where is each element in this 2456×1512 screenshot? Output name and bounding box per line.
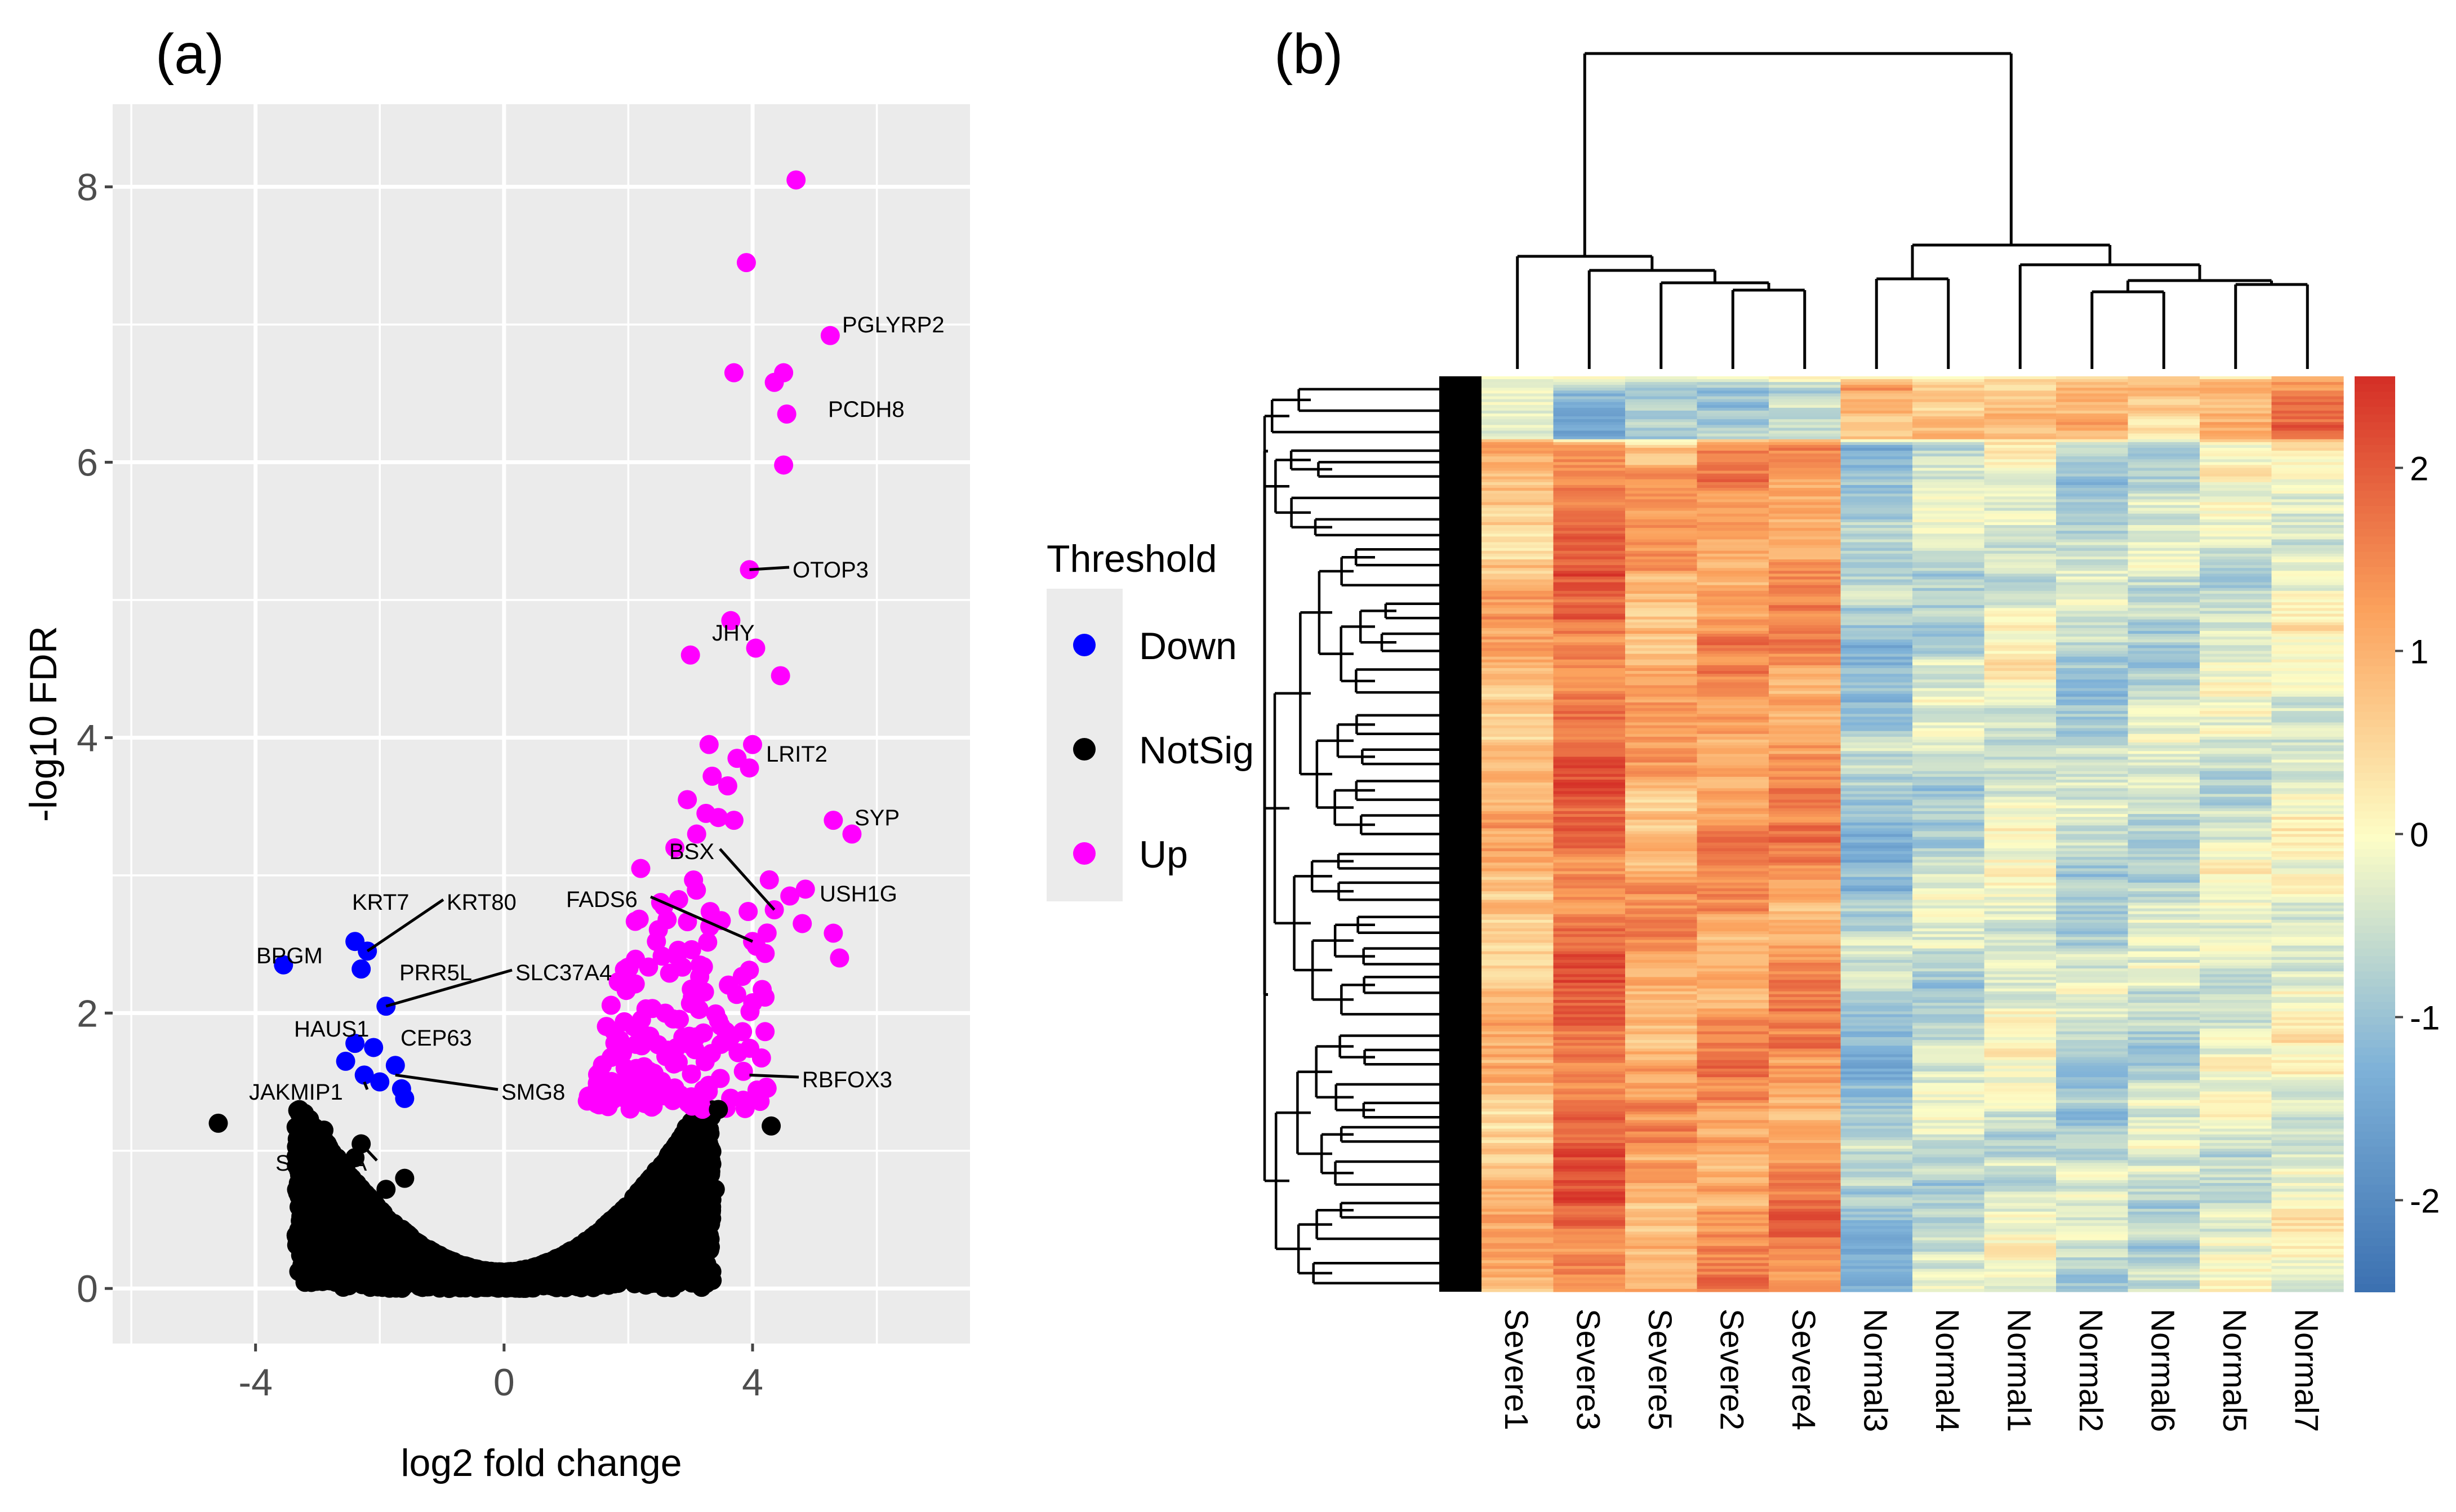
x-tick-label: 4 [742,1361,763,1404]
y-tick-label: 8 [77,166,98,209]
volcano-notsig-cloud-point [683,1256,702,1276]
y-tick-label: 6 [77,442,98,484]
y-tick-label: 4 [77,717,98,759]
volcano-y-axis-title: -log10 FDR [22,626,65,822]
y-tick-label: 2 [77,992,98,1035]
panel-label-a: (a) [155,23,224,86]
volcano-x-axis: -4 0 4 [238,1344,763,1404]
volcano-plot-background [113,104,970,1344]
x-tick-label: -4 [238,1361,272,1404]
volcano-x-axis-title: log2 fold change [401,1442,682,1484]
volcano-panel: (a) 0 2 4 6 8 -4 0 4 log2 fold change -log10 F… [22,23,970,1484]
volcano-y-axis: 0 2 4 6 8 [77,166,113,1310]
volcano-notsig-cloud-point [693,1273,713,1292]
volcano-gridlines [113,104,970,1344]
y-tick-label: 0 [77,1268,98,1310]
volcano-notsig-cloud-point [606,1271,626,1291]
x-tick-label: 0 [493,1361,515,1404]
